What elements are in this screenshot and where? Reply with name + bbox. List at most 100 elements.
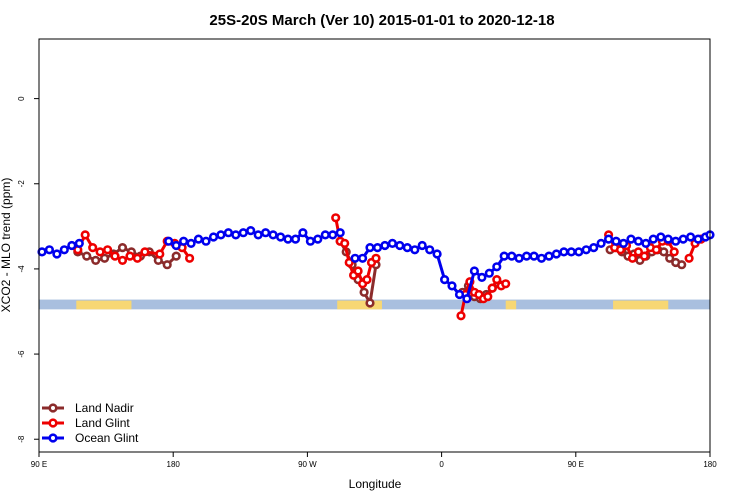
- data-point: [91, 255, 101, 266]
- data-point: [268, 230, 278, 240]
- data-point: [261, 228, 271, 238]
- data-point: [74, 238, 84, 248]
- data-point: [344, 257, 354, 268]
- data-point: [678, 234, 688, 244]
- data-point: [331, 213, 341, 223]
- legend-label: Ocean Glint: [75, 431, 139, 445]
- data-point: [456, 311, 466, 321]
- data-point: [529, 251, 539, 261]
- data-point: [313, 234, 323, 244]
- series-ocean-glint: [37, 226, 715, 304]
- data-point: [125, 251, 135, 261]
- data-point: [82, 251, 92, 261]
- data-point: [410, 245, 420, 255]
- land-segment-1: [76, 300, 132, 310]
- data-point: [365, 243, 375, 253]
- data-point: [88, 243, 98, 253]
- data-point: [633, 247, 644, 257]
- data-point: [223, 228, 233, 238]
- data-point: [611, 236, 621, 246]
- data-point: [671, 236, 681, 246]
- data-point: [216, 230, 226, 240]
- data-point: [477, 272, 487, 283]
- data-point: [246, 226, 256, 236]
- data-point: [521, 251, 532, 261]
- y-tick-label: -4: [17, 265, 26, 273]
- data-point: [574, 247, 584, 257]
- data-point: [380, 240, 390, 251]
- data-point: [432, 249, 442, 259]
- data-point: [618, 238, 629, 248]
- data-point: [362, 275, 372, 285]
- data-point: [102, 245, 113, 255]
- data-point: [290, 234, 301, 244]
- data-point: [507, 251, 517, 261]
- data-point: [484, 268, 494, 278]
- data-point: [454, 289, 465, 300]
- data-point: [171, 251, 181, 261]
- legend-marker: [48, 433, 58, 443]
- data-point: [358, 253, 368, 263]
- data-point: [328, 230, 338, 240]
- data-point: [305, 236, 316, 246]
- data-point: [566, 247, 576, 257]
- chart-title: 25S-20S March (Ver 10) 2015-01-01 to 202…: [209, 12, 554, 29]
- y-tick-label: 0: [17, 96, 26, 101]
- data-point: [335, 228, 345, 238]
- data-point: [487, 283, 497, 293]
- data-point: [589, 243, 599, 253]
- x-tick-label: 180: [167, 460, 181, 469]
- data-point: [693, 234, 703, 244]
- data-point: [283, 234, 293, 244]
- data-point: [371, 253, 381, 263]
- data-point: [253, 230, 263, 240]
- data-point: [551, 249, 562, 259]
- land-segment-2: [337, 300, 382, 310]
- data-point: [201, 236, 211, 246]
- data-point: [581, 245, 591, 255]
- land-ocean-mask: [39, 299, 710, 310]
- y-axis-ticks: 0 -2 -4 -6 -8: [17, 96, 39, 443]
- data-point: [395, 240, 405, 251]
- data-point: [117, 243, 128, 253]
- legend-label: Land Nadir: [75, 401, 134, 415]
- data-point: [110, 251, 120, 261]
- series-layer: [37, 213, 715, 321]
- data-point: [626, 234, 636, 244]
- data-point: [95, 247, 105, 257]
- data-point: [627, 253, 638, 263]
- x-tick-label: 90 E: [31, 460, 47, 469]
- x-tick-label: 180: [703, 460, 717, 469]
- y-tick-label: -6: [17, 350, 26, 358]
- land-segment-3: [505, 300, 517, 310]
- data-point: [501, 279, 511, 289]
- data-point: [37, 247, 47, 257]
- data-point: [80, 230, 90, 240]
- data-point: [677, 260, 687, 270]
- data-point: [648, 234, 658, 244]
- data-point: [559, 247, 569, 257]
- legend-marker: [48, 418, 58, 428]
- data-point: [298, 228, 308, 238]
- data-point: [320, 230, 330, 240]
- data-point: [208, 232, 219, 242]
- data-point: [492, 275, 502, 285]
- data-point: [544, 251, 554, 261]
- data-point: [171, 240, 181, 251]
- x-axis-ticks: 90 E 180 90 W 0 90 E 180: [31, 452, 717, 469]
- data-point: [659, 247, 669, 257]
- data-point: [155, 249, 165, 259]
- data-point: [651, 245, 661, 255]
- data-point: [469, 266, 480, 276]
- data-point: [669, 247, 679, 257]
- data-point: [641, 238, 651, 248]
- y-tick-label: -2: [17, 180, 26, 188]
- data-point: [663, 234, 673, 244]
- data-point: [185, 253, 195, 263]
- data-point: [44, 245, 55, 255]
- data-point: [353, 266, 363, 276]
- data-point: [639, 251, 650, 261]
- data-point: [238, 228, 248, 238]
- legend-label: Land Glint: [75, 416, 130, 430]
